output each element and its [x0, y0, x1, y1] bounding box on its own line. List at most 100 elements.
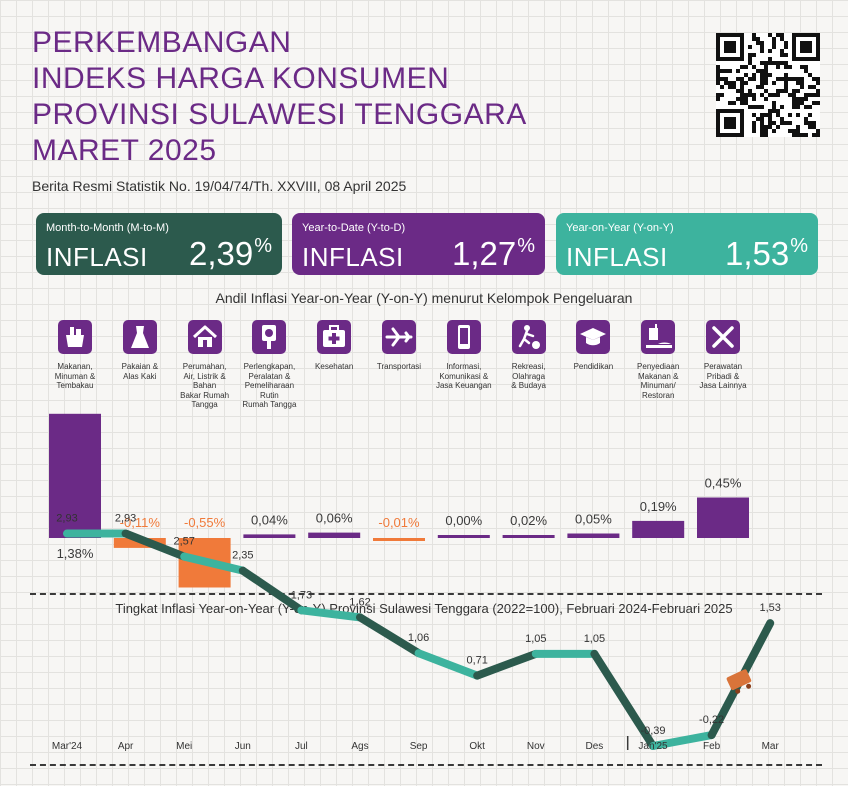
card-value: 2,39% — [188, 235, 272, 272]
line-value-label: 1,73 — [291, 589, 312, 601]
x-tick-label: Mei — [176, 741, 192, 752]
category-label: Perawatan Pribadi & Jasa Lainnya — [699, 362, 747, 390]
category-label: Perumahan, Air, Listrik & Bahan Bakar Ru… — [180, 362, 230, 409]
bar-value-label: 0,45% — [705, 476, 742, 491]
card-keyword: INFLASI — [46, 242, 148, 272]
category-label: Rekreasi, Olahraga & Budaya — [511, 362, 546, 390]
shopping-cart-icon — [726, 669, 752, 694]
x-tick-label: Apr — [118, 741, 134, 752]
x-tick-label: Jul — [295, 741, 308, 752]
line-value-label: 2,57 — [173, 536, 194, 548]
category-label: Informasi, Komunikasi & Jasa Keuangan — [435, 362, 492, 390]
title-line-1: PERKEMBANGAN — [32, 26, 292, 59]
card-label: Year-on-Year (Y-on-Y) — [566, 222, 674, 234]
bar-value-label: 0,02% — [510, 513, 547, 528]
appliance-icon — [252, 320, 287, 354]
x-tick-label: Mar — [762, 741, 780, 752]
sport-icon — [511, 320, 546, 354]
line-value-label: 2,93 — [115, 513, 136, 525]
bar-value-label: 0,00% — [445, 513, 482, 528]
inflation-card-yoy: Year-on-Year (Y-on-Y) INFLASI 1,53% — [556, 213, 818, 275]
category-label: Makanan, Minuman & Tembakau — [54, 362, 96, 390]
line-value-label: 1,05 — [525, 633, 546, 645]
category-label: Penyediaan Makanan & Minuman/ Restoran — [637, 362, 680, 400]
subtitle: Berita Resmi Statistik No. 19/04/74/Th. … — [32, 178, 407, 194]
bar — [437, 535, 490, 538]
x-tick-label: Jun — [235, 741, 251, 752]
bar-value-label: 1,38% — [57, 546, 94, 561]
food-basket-icon — [58, 320, 92, 354]
inflation-card-mtm: Month-to-Month (M-to-M) INFLASI 2,39% — [36, 213, 282, 275]
x-tick-label: Okt — [469, 741, 485, 752]
bar — [697, 497, 749, 538]
airplane-icon — [382, 320, 416, 354]
line-value-label: 1,05 — [584, 633, 605, 645]
bar — [49, 413, 101, 538]
bar — [243, 534, 296, 538]
bar-value-label: -0,01% — [378, 515, 420, 530]
bar — [567, 533, 620, 538]
food-drink-icon — [641, 320, 676, 354]
card-value: 1,27% — [451, 235, 535, 272]
x-tick-label: Feb — [703, 741, 721, 752]
title-line-3: PROVINSI SULAWESI TENGGARA — [32, 98, 527, 131]
divider — [30, 593, 822, 595]
card-keyword: INFLASI — [302, 242, 404, 272]
category-label: Pendidikan — [573, 362, 614, 371]
bar-value-label: -0,11% — [120, 515, 161, 530]
bar-value-label: 0,05% — [575, 512, 612, 527]
x-tick-label: Jan'25 — [638, 741, 668, 752]
line-value-label: 1,06 — [408, 632, 429, 644]
title-line-4: MARET 2025 — [32, 134, 217, 167]
category-label: Pakaian & Alas Kaki — [121, 362, 159, 381]
line-value-label: 1,53 — [759, 602, 780, 614]
line-segment — [590, 649, 657, 750]
house-icon — [187, 320, 222, 354]
line-chart-title: Tingkat Inflasi Year-on-Year (Y-on-Y) Pr… — [115, 601, 733, 616]
card-label: Year-to-Date (Y-to-D) — [302, 222, 406, 234]
divider — [30, 764, 822, 766]
x-tick-label: Sep — [410, 741, 428, 752]
line-segment — [297, 606, 364, 622]
inflation-card-ytd: Year-to-Date (Y-to-D) INFLASI 1,27% — [292, 213, 545, 275]
line-value-label: -0,22 — [699, 714, 724, 726]
x-tick-label: Ags — [351, 741, 368, 752]
card-value: 1,53% — [724, 235, 808, 272]
line-segment — [356, 613, 423, 658]
qr-code-icon[interactable] — [716, 33, 820, 137]
category-label: Perlengkapan, Peralatan & Pemeliharaan R… — [242, 362, 297, 409]
x-tick-label: Des — [586, 741, 604, 752]
x-tick-label: Mar'24 — [52, 741, 83, 752]
line-value-label: 2,35 — [232, 550, 253, 562]
dress-icon — [122, 320, 157, 354]
line-segment — [473, 649, 540, 680]
line-segment — [649, 731, 716, 750]
bar-value-label: 0,19% — [640, 499, 677, 514]
bar — [502, 535, 555, 538]
smartphone-icon — [446, 320, 481, 354]
bar-chart-title: Andil Inflasi Year-on-Year (Y-on-Y) menu… — [215, 290, 633, 306]
line-value-label: -0,39 — [640, 725, 665, 737]
tools-icon — [706, 320, 740, 354]
card-keyword: INFLASI — [566, 242, 668, 272]
bar — [373, 538, 425, 541]
line-value-label: 2,93 — [56, 513, 77, 525]
category-label: Transportasi — [376, 362, 422, 371]
bar-value-label: -0,55% — [184, 515, 226, 530]
graduation-cap-icon — [576, 320, 611, 354]
line-segment — [414, 649, 482, 680]
bar — [308, 532, 361, 538]
bar-value-label: 0,06% — [316, 511, 353, 526]
line-segment — [180, 552, 247, 575]
title-line-2: INDEKS HARGA KONSUMEN — [32, 62, 450, 95]
bar-value-label: 0,04% — [251, 512, 288, 527]
x-tick-label: Nov — [527, 741, 545, 752]
line-value-label: 1,62 — [349, 596, 370, 608]
line-segment — [238, 566, 306, 615]
line-value-label: 0,71 — [466, 655, 487, 667]
card-label: Month-to-Month (M-to-M) — [46, 222, 169, 234]
category-label: Kesehatan — [315, 362, 354, 371]
bar — [632, 520, 685, 538]
line-segment — [121, 529, 189, 561]
